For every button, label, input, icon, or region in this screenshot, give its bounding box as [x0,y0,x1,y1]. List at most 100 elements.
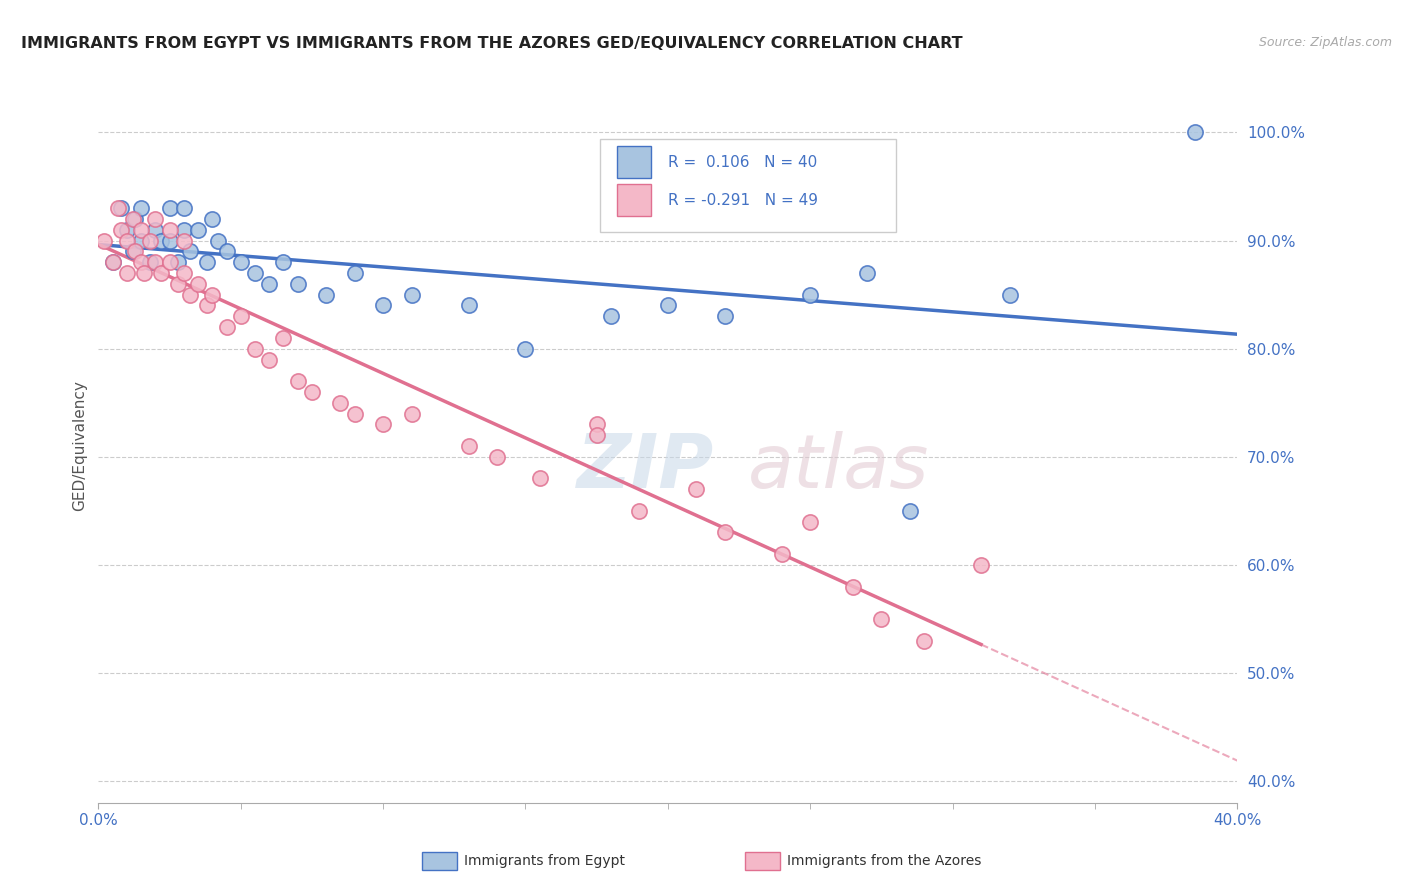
Point [187,223,209,237]
Point [343,266,366,280]
Point [998,287,1021,301]
Point [121,211,143,226]
Point [870,612,893,626]
Point [685,482,707,496]
Point [585,417,607,432]
Point [129,255,152,269]
Point [373,417,395,432]
Point [287,374,309,388]
Point [457,439,479,453]
Point [842,580,865,594]
Point [150,234,173,248]
Point [187,277,209,291]
Point [315,287,337,301]
Text: Source: ZipAtlas.com: Source: ZipAtlas.com [1258,36,1392,49]
Point [770,547,793,561]
Point [132,266,155,280]
Point [1184,125,1206,139]
Text: R =  0.106   N = 40: R = 0.106 N = 40 [668,155,817,169]
Point [515,342,537,356]
Point [486,450,509,464]
Point [799,287,821,301]
Point [159,223,181,237]
Point [585,428,607,442]
Point [657,298,679,312]
Point [970,558,993,572]
Point [159,201,181,215]
Point [173,223,195,237]
Point [856,266,879,280]
Point [173,201,195,215]
Point [179,244,201,259]
Point [600,310,623,324]
Text: Immigrants from Egypt: Immigrants from Egypt [464,854,626,868]
Text: Immigrants from the Azores: Immigrants from the Azores [787,854,981,868]
Point [373,298,395,312]
Point [215,244,238,259]
Point [243,342,266,356]
Point [628,504,651,518]
Point [243,266,266,280]
Point [145,223,167,237]
Point [129,234,152,248]
Point [912,633,935,648]
Point [273,255,295,269]
Y-axis label: GED/Equivalency: GED/Equivalency [72,381,87,511]
Text: ZIP: ZIP [576,431,714,504]
Bar [617,184,651,216]
Point [195,255,218,269]
Point [129,223,152,237]
Point [115,266,138,280]
Point [401,407,423,421]
Point [107,201,129,215]
Point [150,266,173,280]
Point [124,244,146,259]
Point [229,310,252,324]
Point [115,234,138,248]
Point [145,211,167,226]
Point [401,287,423,301]
Point [301,384,323,399]
Bar [617,146,651,178]
Point [714,525,737,540]
Point [457,298,479,312]
Point [93,234,115,248]
Point [287,277,309,291]
Point [115,223,138,237]
Point [101,255,124,269]
Point [329,396,352,410]
Point [167,277,190,291]
Point [259,277,281,291]
Point [121,244,143,259]
Point [129,201,152,215]
Point [714,310,737,324]
Bar [599,139,896,232]
Point [159,234,181,248]
Point [167,255,190,269]
Point [179,287,201,301]
Point [259,352,281,367]
Text: R = -0.291   N = 49: R = -0.291 N = 49 [668,193,818,208]
Point [207,234,229,248]
Point [124,211,146,226]
Point [173,266,195,280]
Point [229,255,252,269]
Point [110,223,132,237]
Text: atlas: atlas [748,432,929,503]
Point [138,234,160,248]
Point [529,471,551,485]
Point [195,298,218,312]
Point [101,255,124,269]
Point [138,255,160,269]
Point [110,201,132,215]
Point [173,234,195,248]
Point [145,255,167,269]
Point [159,255,181,269]
Point [201,211,224,226]
Point [273,331,295,345]
Point [898,504,921,518]
Point [343,407,366,421]
Point [201,287,224,301]
Point [215,320,238,334]
Text: IMMIGRANTS FROM EGYPT VS IMMIGRANTS FROM THE AZORES GED/EQUIVALENCY CORRELATION : IMMIGRANTS FROM EGYPT VS IMMIGRANTS FROM… [21,36,963,51]
